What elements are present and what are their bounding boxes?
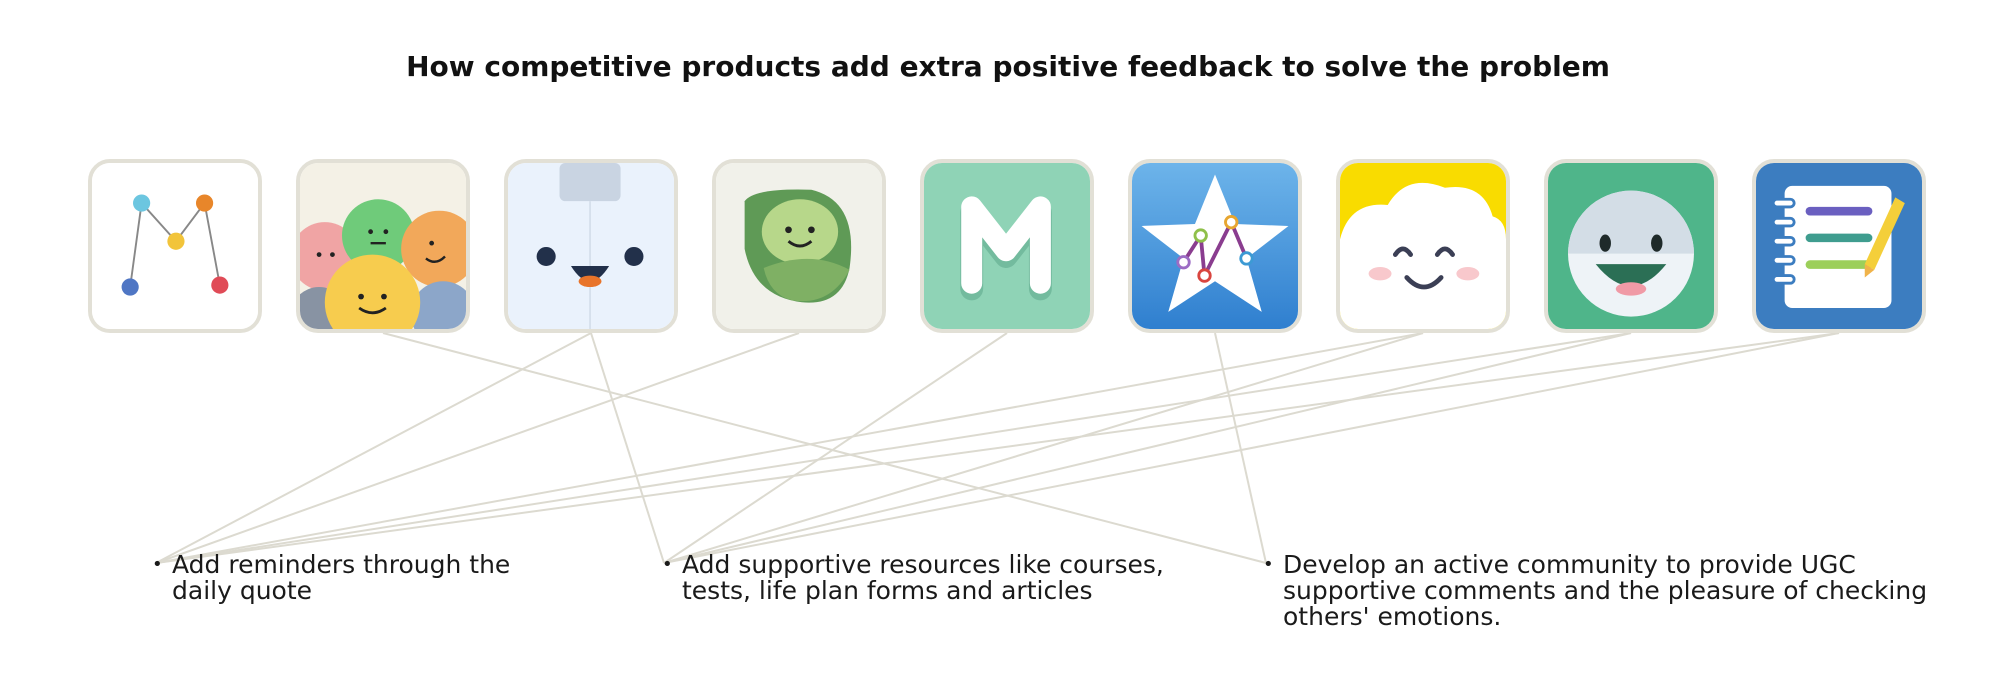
connector-line bbox=[1214, 332, 1267, 564]
connector-line bbox=[663, 332, 1424, 564]
point-text-line: Develop an active community to provide U… bbox=[1283, 550, 1856, 579]
white-m-icon bbox=[920, 159, 1094, 333]
point-daily-quote: • Add reminders through the daily quote bbox=[152, 550, 511, 605]
connector-line bbox=[382, 332, 1267, 564]
point-active-community: • Develop an active community to provide… bbox=[1263, 550, 1928, 631]
connector-line bbox=[155, 332, 800, 564]
bullet-icon: • bbox=[1263, 554, 1274, 575]
leaf-face-icon bbox=[712, 159, 886, 333]
notebook-pen-icon bbox=[1752, 159, 1926, 333]
connector-line bbox=[155, 332, 1840, 564]
point-text-line: supportive comments and the pleasure of … bbox=[1283, 576, 1928, 605]
connector-line bbox=[155, 332, 1632, 564]
bullet-icon: • bbox=[662, 554, 673, 575]
emotion-faces-icon bbox=[296, 159, 470, 333]
connector-line bbox=[663, 332, 1840, 564]
point-text-line: others' emotions. bbox=[1283, 602, 1502, 631]
smiling-robot-icon bbox=[504, 159, 678, 333]
point-text-line: tests, life plan forms and articles bbox=[682, 576, 1093, 605]
smiling-face-icon bbox=[1544, 159, 1718, 333]
point-supportive-resources: • Add supportive resources like courses,… bbox=[662, 550, 1164, 605]
connector-line bbox=[155, 332, 592, 564]
point-text-line: Add supportive resources like courses, bbox=[682, 550, 1164, 579]
connector-line bbox=[155, 332, 1424, 564]
connector-line bbox=[663, 332, 1632, 564]
point-text-line: Add reminders through the bbox=[172, 550, 511, 579]
bullet-icon: • bbox=[152, 554, 163, 575]
connector-line bbox=[590, 332, 665, 564]
line-chart-m-icon bbox=[88, 159, 262, 333]
star-graph-icon bbox=[1128, 159, 1302, 333]
point-text-line: daily quote bbox=[172, 576, 313, 605]
connector-line bbox=[663, 332, 1008, 564]
diagram-title: How competitive products add extra posit… bbox=[406, 50, 1610, 83]
happy-cloud-icon bbox=[1336, 159, 1510, 333]
